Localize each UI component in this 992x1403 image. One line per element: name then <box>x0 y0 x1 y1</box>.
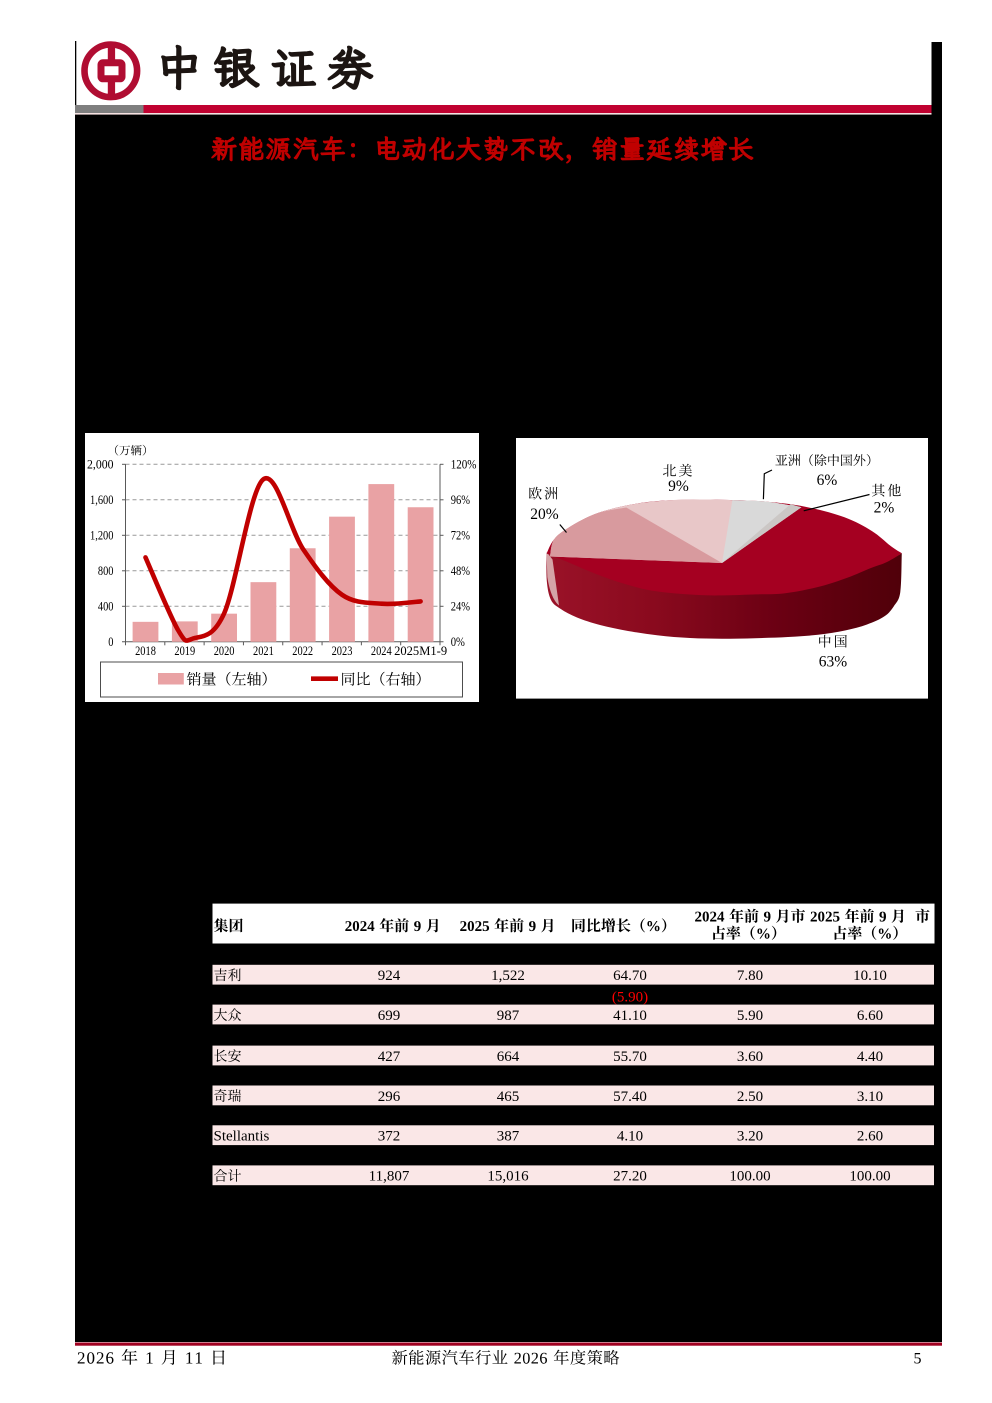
svg-text:699: 699 <box>378 1008 401 1024</box>
svg-text:387: 387 <box>497 1129 520 1145</box>
svg-text:400: 400 <box>98 599 114 613</box>
svg-text:2020: 2020 <box>214 644 235 658</box>
svg-text:(5.90): (5.90) <box>612 990 648 1006</box>
svg-text:100.00: 100.00 <box>729 1169 770 1185</box>
svg-text:2024: 2024 <box>371 644 392 658</box>
svg-text:57.40: 57.40 <box>613 1089 647 1105</box>
svg-text:2,000: 2,000 <box>87 457 114 471</box>
svg-text:100.00: 100.00 <box>849 1169 890 1185</box>
svg-text:9%: 9% <box>668 478 689 495</box>
svg-text:1,522: 1,522 <box>491 968 525 984</box>
svg-text:5: 5 <box>914 1351 922 1368</box>
svg-text:6.60: 6.60 <box>857 1008 883 1024</box>
svg-text:24%: 24% <box>451 599 470 613</box>
svg-text:427: 427 <box>378 1049 401 1065</box>
svg-text:924: 924 <box>378 968 401 984</box>
svg-text:2025M1-9: 2025M1-9 <box>394 644 447 658</box>
svg-text:1,600: 1,600 <box>90 493 114 507</box>
svg-text:6%: 6% <box>817 472 838 489</box>
svg-text:0: 0 <box>108 635 113 649</box>
svg-text:Stellantis: Stellantis <box>214 1129 270 1145</box>
svg-text:2021: 2021 <box>253 644 274 658</box>
svg-text:4.10: 4.10 <box>617 1129 643 1145</box>
svg-text:465: 465 <box>497 1089 520 1105</box>
svg-text:2%: 2% <box>874 500 895 517</box>
svg-text:63%: 63% <box>819 653 848 670</box>
svg-text:4.40: 4.40 <box>857 1049 883 1065</box>
svg-text:5.90: 5.90 <box>737 1008 763 1024</box>
svg-text:3.10: 3.10 <box>857 1089 883 1105</box>
svg-text:372: 372 <box>378 1129 401 1145</box>
svg-text:7.80: 7.80 <box>737 968 763 984</box>
svg-text:664: 664 <box>497 1049 520 1065</box>
svg-text:1,200: 1,200 <box>90 528 114 542</box>
svg-text:2018: 2018 <box>135 644 156 658</box>
svg-text:2022: 2022 <box>292 644 313 658</box>
svg-text:2019: 2019 <box>174 644 195 658</box>
svg-text:41.10: 41.10 <box>613 1008 647 1024</box>
svg-text:96%: 96% <box>451 493 470 507</box>
svg-text:2.60: 2.60 <box>857 1129 883 1145</box>
svg-text:48%: 48% <box>451 564 470 578</box>
svg-text:64.70: 64.70 <box>613 968 647 984</box>
svg-text:3.20: 3.20 <box>737 1129 763 1145</box>
svg-text:987: 987 <box>497 1008 520 1024</box>
svg-text:2023: 2023 <box>332 644 353 658</box>
svg-text:10.10: 10.10 <box>853 968 887 984</box>
svg-text:2.50: 2.50 <box>737 1089 763 1105</box>
svg-text:15,016: 15,016 <box>487 1169 529 1185</box>
svg-text:296: 296 <box>378 1089 401 1105</box>
svg-text:3.60: 3.60 <box>737 1049 763 1065</box>
svg-text:20%: 20% <box>530 506 559 523</box>
svg-text:72%: 72% <box>451 528 470 542</box>
svg-text:27.20: 27.20 <box>613 1169 647 1185</box>
svg-text:800: 800 <box>98 564 114 578</box>
svg-text:120%: 120% <box>451 457 477 471</box>
svg-text:0%: 0% <box>451 635 465 649</box>
svg-text:55.70: 55.70 <box>613 1049 647 1065</box>
svg-text:11,807: 11,807 <box>369 1169 410 1185</box>
